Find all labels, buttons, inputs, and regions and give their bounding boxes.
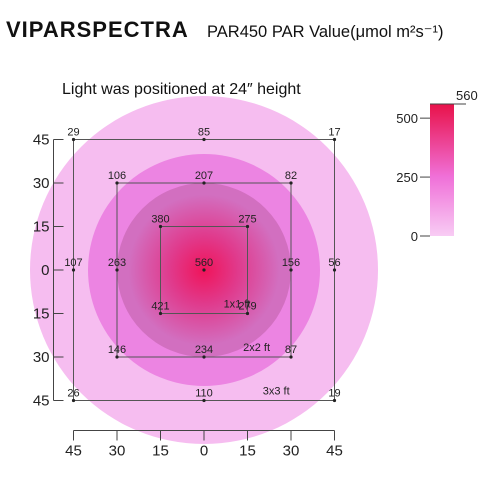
ppfd-points: 29 85 17 106 207 82 380 275 107 263 560 156 56 421 279… <box>64 127 341 403</box>
ppfd-point-marker <box>202 398 206 403</box>
ppfd-value-label: 380 <box>151 214 169 226</box>
ppfd-value-label: 279 <box>238 301 256 313</box>
zone-box-1 <box>160 226 248 314</box>
ppfd-value-label: 82 <box>285 170 297 182</box>
ppfd-value-label: 234 <box>195 344 213 356</box>
ppfd-value-label: 263 <box>108 257 126 269</box>
colorbar-tick-label: 500 <box>396 111 418 126</box>
ppfd-value-label: 146 <box>108 344 126 356</box>
ppfd-point-marker <box>115 268 119 272</box>
height-annotation: Light was positioned at 24″ height <box>62 81 301 98</box>
colorbar: 500 250 0 560 <box>396 88 477 244</box>
brand-logo-text: VIPARSPECTRA <box>6 17 189 42</box>
ppfd-value-label: 19 <box>328 388 340 400</box>
ppfd-value-label: 207 <box>195 170 213 182</box>
ppfd-point-marker <box>158 224 163 229</box>
ppfd-point-marker <box>202 137 206 142</box>
y-tick-label: 15 <box>33 306 50 323</box>
zone-label-2: 2x2 ft <box>243 342 270 354</box>
ppfd-value-label: 87 <box>285 344 297 356</box>
ppfd-point-marker <box>202 181 206 185</box>
x-tick-label: 30 <box>283 443 300 460</box>
zone-label-3: 3x3 ft <box>263 386 290 398</box>
colorbar-gradient <box>430 104 454 236</box>
y-tick-label: 15 <box>33 219 50 236</box>
x-tick-label: 15 <box>239 443 256 460</box>
y-tick-label: 30 <box>33 349 50 366</box>
zone-label-1: 1x1 ft <box>224 299 251 311</box>
ppfd-value-label: 26 <box>67 388 79 400</box>
ppfd-point-marker <box>158 311 163 316</box>
x-tick-label: 0 <box>200 443 208 460</box>
colorbar-max-label: 560 <box>456 88 478 103</box>
ppfd-value-label: 275 <box>238 214 256 226</box>
x-tick-label: 45 <box>326 443 343 460</box>
ppfd-point-marker <box>245 311 250 316</box>
x-tick-label: 30 <box>109 443 126 460</box>
x-tick-label: 15 <box>152 443 169 460</box>
ppfd-point-marker <box>71 398 76 403</box>
y-tick-label: 45 <box>33 393 50 410</box>
ppfd-value-label: 85 <box>198 127 210 139</box>
ppfd-value-label: 17 <box>328 127 340 139</box>
x-tick-label: 45 <box>65 443 82 460</box>
ppfd-value-label: 29 <box>67 127 79 139</box>
ppfd-point-marker <box>332 398 337 403</box>
colorbar-tick-label: 250 <box>396 170 418 185</box>
ppfd-point-marker <box>332 268 337 272</box>
ppfd-value-label: 107 <box>64 257 82 269</box>
ppfd-point-marker <box>115 355 119 359</box>
ppfd-point-marker <box>289 355 293 359</box>
axes: 45 30 15 0 15 30 45 45 30 15 0 15 30 45 <box>33 132 343 460</box>
ppfd-value-label: 106 <box>108 170 126 182</box>
y-tick-label: 45 <box>33 132 50 149</box>
chart-title: PAR450 PAR Value(μmol m²s⁻¹) <box>207 23 443 41</box>
y-tick-label: 0 <box>41 262 49 279</box>
ppfd-point-marker <box>115 181 119 185</box>
ppfd-value-label: 56 <box>328 257 340 269</box>
ppfd-point-marker <box>202 268 206 272</box>
ppfd-point-marker <box>202 355 206 359</box>
ppfd-point-marker <box>332 137 337 142</box>
ppfd-value-label: 560 <box>195 257 213 269</box>
ppfd-point-marker <box>71 268 76 272</box>
ppfd-value-label: 421 <box>151 301 169 313</box>
ppfd-point-marker <box>289 181 293 185</box>
ppfd-point-marker <box>245 224 250 229</box>
colorbar-tick-label: 0 <box>411 229 418 244</box>
ppfd-point-marker <box>289 268 293 272</box>
ppfd-point-marker <box>71 137 76 142</box>
ppfd-value-label: 110 <box>195 388 213 400</box>
ppfd-value-label: 156 <box>282 257 300 269</box>
y-tick-label: 30 <box>33 175 50 192</box>
